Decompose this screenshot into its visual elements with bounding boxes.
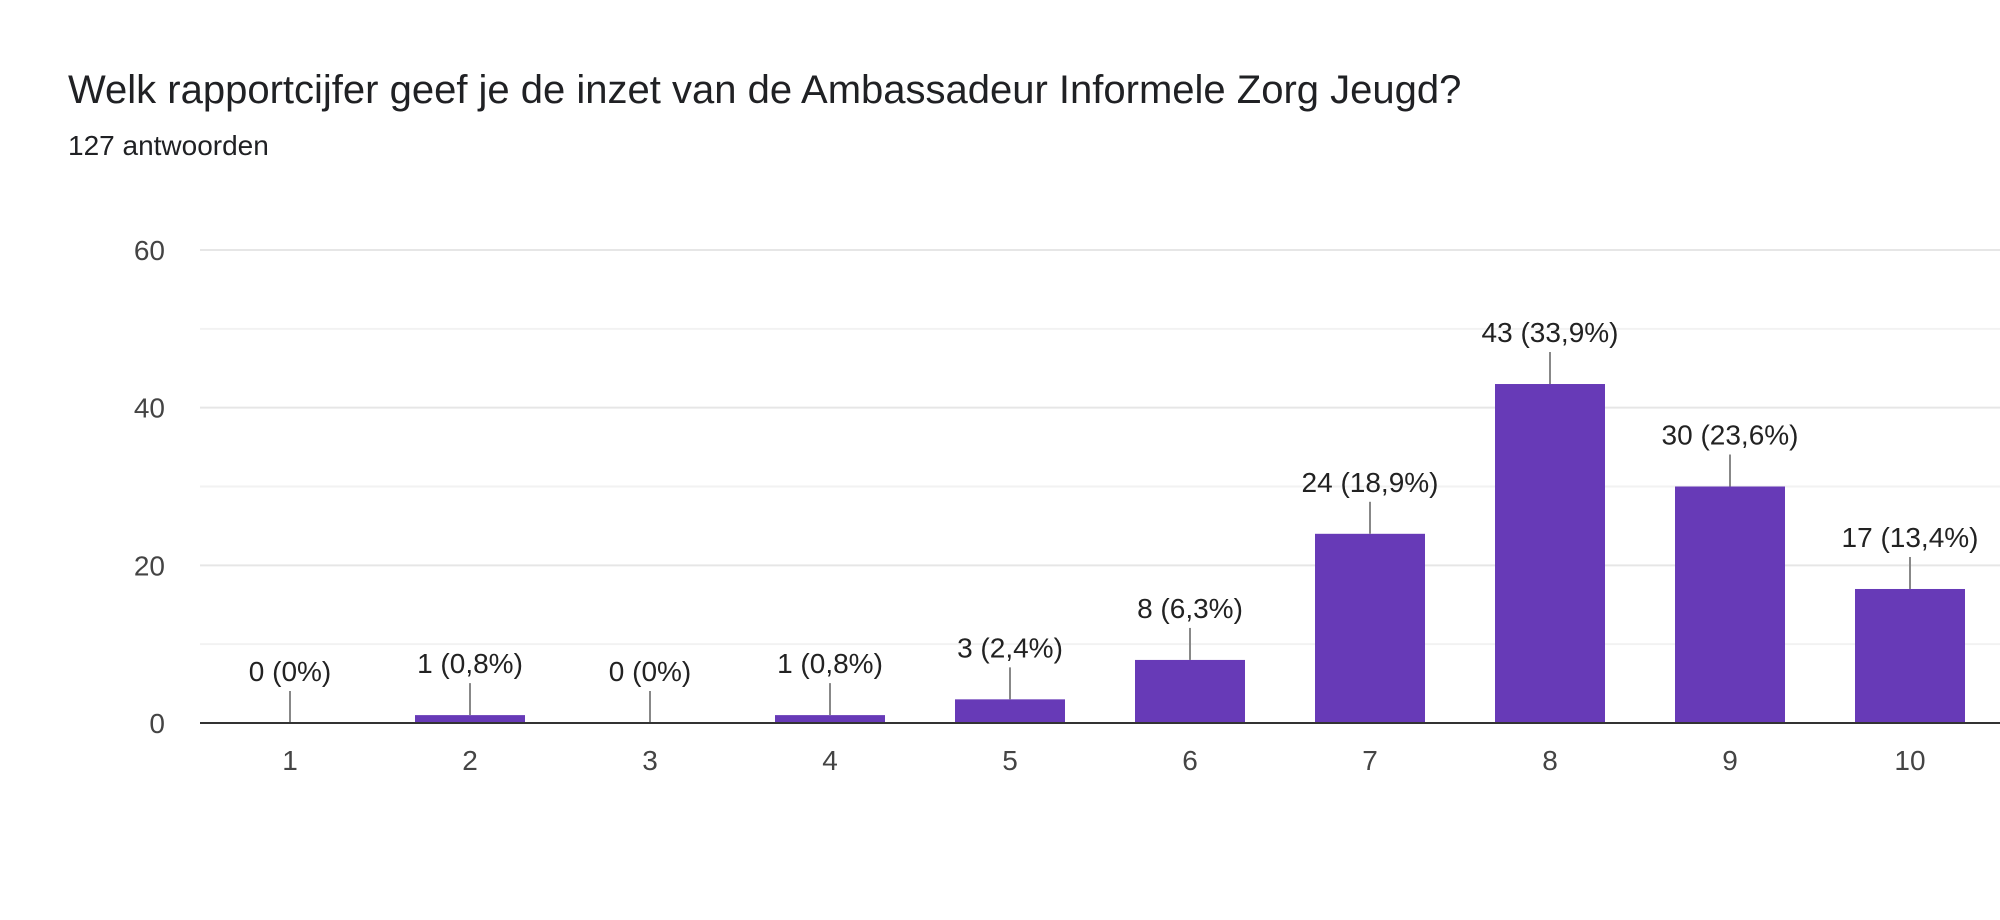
data-label: 1 (0,8%): [777, 648, 883, 679]
y-tick-label: 60: [134, 235, 165, 266]
y-tick-label: 0: [149, 708, 165, 739]
y-tick-label: 20: [134, 550, 165, 581]
y-tick-label: 40: [134, 393, 165, 424]
bar: [955, 699, 1065, 723]
data-label: 17 (13,4%): [1842, 522, 1979, 553]
x-tick-label: 2: [462, 745, 478, 776]
bar: [1135, 659, 1245, 723]
data-label: 24 (18,9%): [1302, 467, 1439, 498]
x-tick-label: 4: [822, 745, 838, 776]
data-label: 30 (23,6%): [1662, 420, 1799, 451]
x-axis-ticks: 1 2 3 4 5 6 7 8 9 10: [282, 745, 1925, 776]
bar: [1495, 384, 1605, 723]
data-label: 1 (0,8%): [417, 648, 523, 679]
x-tick-label: 10: [1894, 745, 1925, 776]
x-tick-label: 7: [1362, 745, 1378, 776]
bar: [1855, 588, 1965, 723]
y-axis-ticks: 0 20 40 60: [134, 235, 165, 739]
response-count: 127 antwoorden: [68, 130, 269, 161]
x-tick-label: 6: [1182, 745, 1198, 776]
data-label: 0 (0%): [609, 656, 691, 687]
bars: 0 (0%) 1 (0,8%) 0 (0%) 1 (0,8%) 3 (2,4%) 8 (6…: [249, 317, 1979, 723]
bar: [1675, 486, 1785, 723]
data-label: 3 (2,4%): [957, 632, 1063, 663]
bar: [1315, 533, 1425, 723]
x-tick-label: 1: [282, 745, 298, 776]
bar: [415, 715, 525, 723]
data-label: 0 (0%): [249, 656, 331, 687]
x-tick-label: 3: [642, 745, 658, 776]
x-tick-label: 9: [1722, 745, 1738, 776]
data-label: 8 (6,3%): [1137, 593, 1243, 624]
x-tick-label: 5: [1002, 745, 1018, 776]
bar: [775, 715, 885, 723]
chart-title: Welk rapportcijfer geef je de inzet van …: [68, 68, 1462, 112]
x-tick-label: 8: [1542, 745, 1558, 776]
data-label: 43 (33,9%): [1482, 317, 1619, 348]
